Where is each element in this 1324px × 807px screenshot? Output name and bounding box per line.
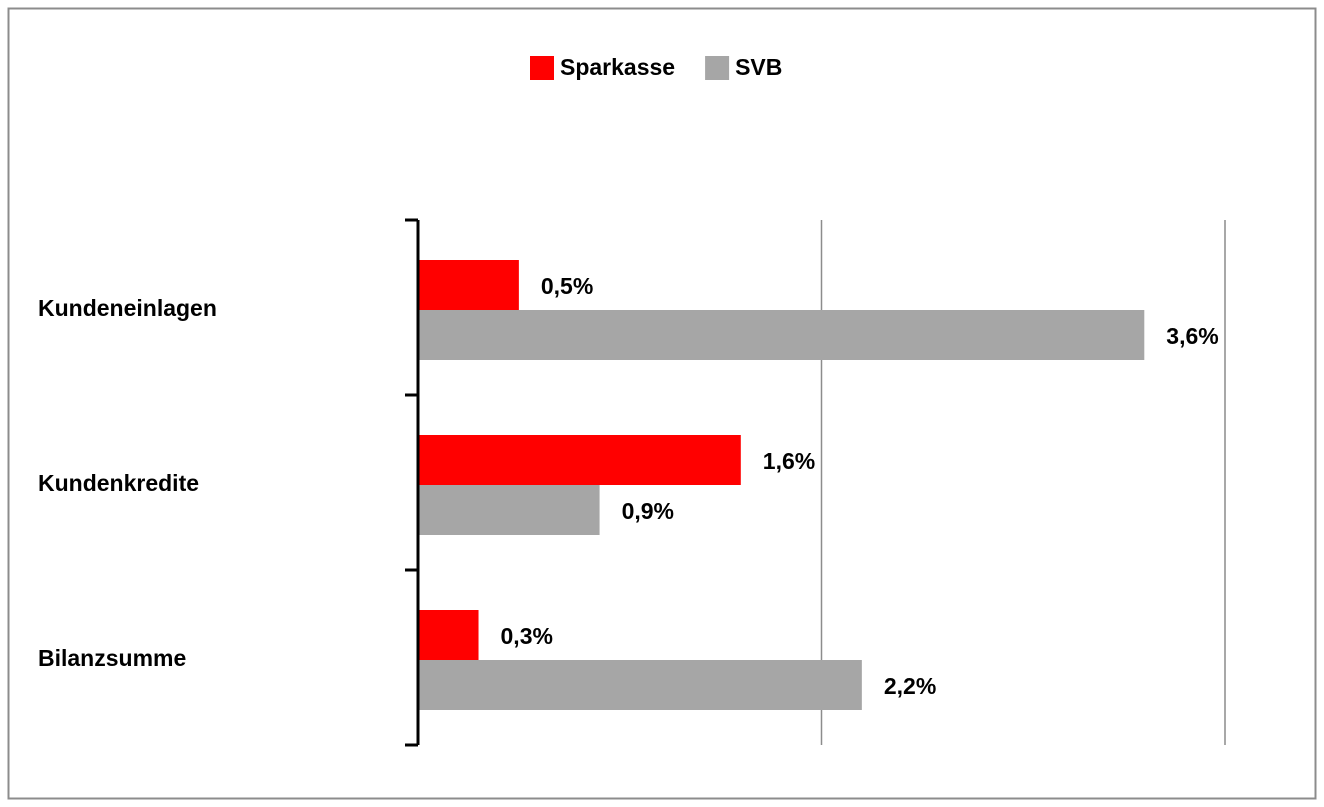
category-label: Kundeneinlagen: [38, 295, 217, 321]
bar: [418, 485, 600, 535]
data-label: 0,3%: [501, 623, 553, 649]
bar: [418, 435, 741, 485]
bar: [418, 260, 519, 310]
bar: [418, 660, 862, 710]
data-label: 3,6%: [1166, 323, 1218, 349]
data-label: 1,6%: [763, 448, 815, 474]
category-label: Bilanzsumme: [38, 645, 186, 671]
legend-swatch: [530, 56, 554, 80]
data-label: 2,2%: [884, 673, 936, 699]
legend-swatch: [705, 56, 730, 80]
bar: [418, 310, 1145, 360]
bar: [418, 610, 479, 660]
data-label: 0,5%: [541, 273, 593, 299]
legend-label: Sparkasse: [560, 54, 675, 80]
category-label: Kundenkredite: [38, 470, 199, 496]
legend-label: SVB: [735, 54, 782, 80]
data-label: 0,9%: [622, 498, 674, 524]
